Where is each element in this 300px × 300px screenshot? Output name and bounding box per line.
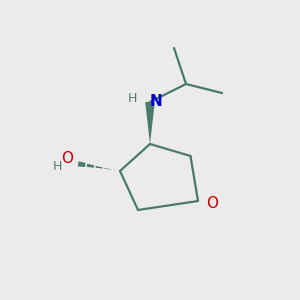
Text: H: H <box>53 160 62 173</box>
Text: N: N <box>150 94 163 110</box>
Text: O: O <box>206 196 218 211</box>
Polygon shape <box>78 161 86 167</box>
Polygon shape <box>113 170 120 171</box>
Polygon shape <box>145 102 155 144</box>
Polygon shape <box>95 166 103 169</box>
Text: H: H <box>128 92 137 105</box>
Polygon shape <box>104 168 111 170</box>
Text: O: O <box>61 151 74 166</box>
Polygon shape <box>87 164 94 168</box>
